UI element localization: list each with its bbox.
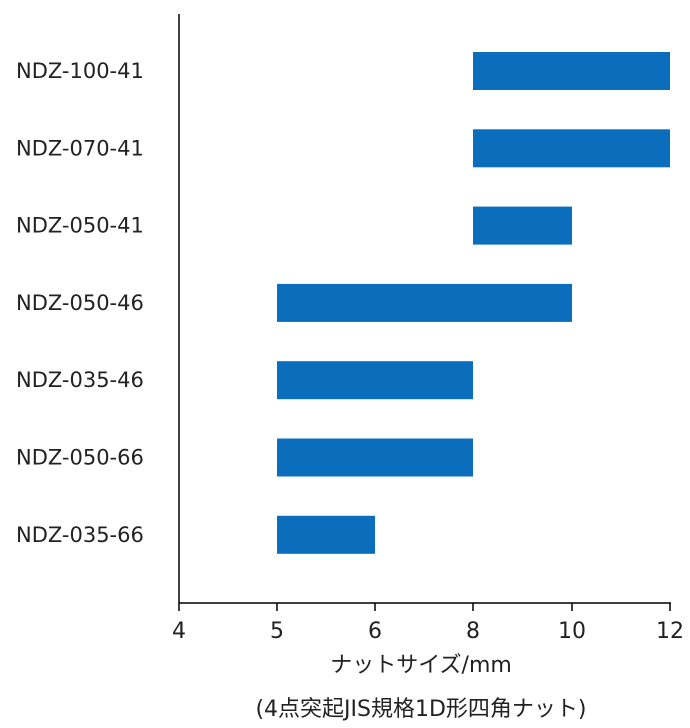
- range-bar: [277, 283, 572, 322]
- category-label: NDZ-035-46: [16, 368, 144, 392]
- x-axis-subtitle: (4点突起JIS規格1D形四角ナット): [255, 697, 586, 722]
- category-label: NDZ-035-66: [16, 523, 144, 547]
- x-tick-label: 5: [270, 619, 284, 644]
- range-bar: [473, 206, 572, 245]
- range-bar: [277, 361, 473, 400]
- category-label: NDZ-050-41: [16, 214, 144, 238]
- range-bar: [277, 515, 375, 554]
- range-bar: [473, 52, 670, 90]
- category-labels: NDZ-100-41 NDZ-070-41 NDZ-050-41 NDZ-050-46…: [16, 59, 144, 547]
- x-tick-label: 4: [172, 619, 186, 644]
- x-tick-label: 6: [368, 619, 382, 644]
- category-label: NDZ-070-41: [16, 136, 144, 160]
- category-label: NDZ-050-46: [16, 291, 144, 315]
- x-tick-label: 12: [656, 619, 684, 644]
- category-label: NDZ-050-66: [16, 446, 144, 470]
- range-bar: [473, 129, 670, 168]
- category-label: NDZ-100-41: [16, 59, 144, 83]
- range-bar: [277, 438, 473, 477]
- x-tick-label: 10: [558, 619, 586, 644]
- x-tick-label: 8: [466, 619, 480, 644]
- x-axis-ticks: 4 5 6 8 10 12: [172, 603, 684, 644]
- x-axis-title: ナットサイズ/mm: [330, 653, 512, 678]
- bars: [277, 52, 670, 554]
